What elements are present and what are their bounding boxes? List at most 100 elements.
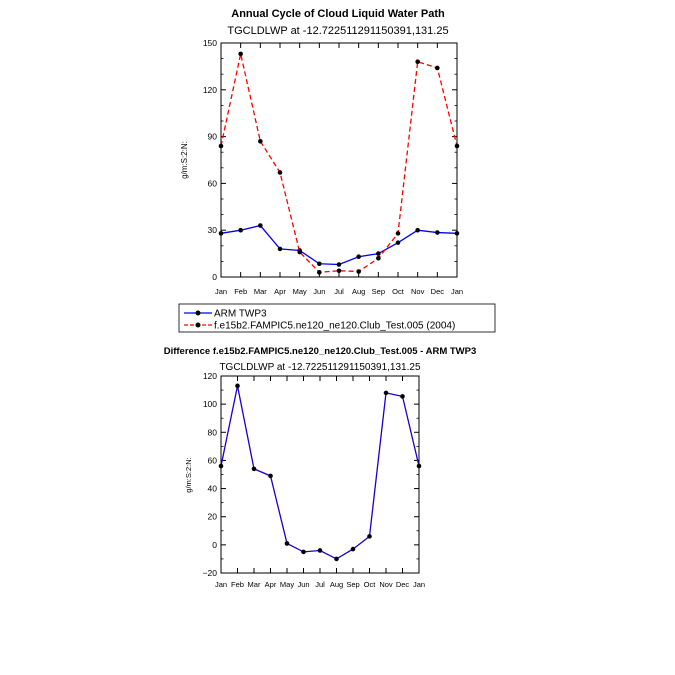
data-point [277, 170, 283, 175]
legend-label-model: f.e15b2.FAMPIC5.ne120_ne120.Club_Test.00… [214, 321, 455, 332]
legend-marker-arm [195, 310, 201, 316]
x-tick-label: Jul [315, 580, 325, 589]
data-point [395, 231, 401, 236]
x-tick-label: Feb [231, 580, 244, 589]
data-point [454, 143, 460, 149]
x-tick-label: Dec [431, 287, 445, 296]
legend-label-arm: ARM TWP3 [214, 309, 267, 320]
data-point [238, 51, 243, 57]
data-point [218, 143, 224, 149]
data-point [400, 394, 405, 399]
y-tick-label: 60 [208, 178, 218, 188]
chart2-ylabel: g/m:S:2:N: [184, 457, 193, 492]
x-tick-label: Apr [274, 287, 286, 296]
data-point [235, 383, 240, 389]
series-line-0 [220, 385, 420, 560]
x-tick-label: May [280, 580, 294, 589]
chart2-series [218, 383, 422, 562]
x-tick-label: Dec [396, 580, 410, 589]
y-tick-label: 80 [208, 427, 218, 437]
data-point [383, 390, 389, 396]
x-tick-label: Jan [413, 580, 425, 589]
data-point [336, 268, 342, 274]
x-tick-label: Sep [372, 287, 385, 296]
data-point [435, 230, 440, 235]
data-point [218, 231, 224, 236]
series-line-1 [220, 53, 458, 273]
data-point [415, 59, 420, 65]
data-point [356, 269, 361, 274]
data-point [454, 231, 460, 236]
data-point [218, 463, 224, 469]
series-line-0 [220, 224, 458, 266]
y-tick-label: 90 [208, 132, 218, 142]
data-point [238, 227, 243, 233]
data-point [268, 473, 273, 479]
y-tick-label: 60 [208, 455, 218, 465]
x-tick-label: Oct [364, 580, 377, 589]
x-tick-label: May [293, 287, 307, 296]
x-tick-label: Nov [379, 580, 393, 589]
data-point [258, 223, 263, 228]
x-tick-label: Nov [411, 287, 425, 296]
y-tick-label: 30 [208, 225, 218, 235]
y-tick-label: 40 [208, 484, 218, 494]
chart1-subtitle: TGCLDLWP at -12.722511291150391,131.25 [227, 25, 448, 37]
x-tick-label: Jul [334, 287, 344, 296]
data-point [376, 251, 381, 256]
data-point [415, 227, 420, 233]
plot-frame [220, 375, 420, 574]
data-point [284, 541, 290, 546]
x-tick-label: Aug [330, 580, 343, 589]
chart1-series [218, 51, 460, 275]
x-tick-label: Jan [451, 287, 463, 296]
y-tick-label: 20 [208, 512, 218, 522]
x-tick-label: Feb [234, 287, 247, 296]
data-point [395, 240, 401, 245]
data-point [336, 262, 342, 267]
difference-chart: Difference f.e15b2.FAMPIC5.ne120_ne120.C… [164, 346, 477, 589]
chart1-ylabel: g/m:S:2:N: [180, 141, 189, 179]
y-tick-label: 0 [212, 272, 217, 282]
chart2-axes: −20 0 20 40 60 80 100 120 Jan Feb Mar Apr May Jun Jul A… [203, 371, 425, 589]
data-point [317, 270, 322, 275]
chart2-subtitle: TGCLDLWP at -12.722511291150391,131.25 [219, 362, 421, 373]
chart1-title: Annual Cycle of Cloud Liquid Water Path [231, 8, 445, 20]
x-tick-label: Jan [215, 287, 227, 296]
data-point [350, 546, 356, 552]
legend-box [178, 303, 496, 333]
y-tick-label: −20 [203, 568, 218, 578]
chart1-legend: ARM TWP3 f.e15b2.FAMPIC5.ne120_ne120.Clu… [178, 303, 496, 333]
chart2-title: Difference f.e15b2.FAMPIC5.ne120_ne120.C… [164, 346, 477, 357]
x-tick-label: Jan [215, 580, 227, 589]
annual-cycle-chart: Annual Cycle of Cloud Liquid Water Path … [180, 8, 463, 296]
y-tick-label: 120 [203, 371, 217, 381]
data-point [258, 138, 263, 144]
data-point [317, 261, 322, 267]
x-tick-label: Mar [254, 287, 267, 296]
x-tick-label: Jun [313, 287, 325, 296]
data-point [367, 534, 372, 539]
data-point [317, 548, 323, 553]
x-tick-label: Mar [248, 580, 261, 589]
x-tick-label: Aug [352, 287, 365, 296]
x-tick-label: Sep [346, 580, 359, 589]
y-tick-label: 100 [203, 399, 217, 409]
y-tick-label: 120 [203, 85, 217, 95]
y-tick-label: 0 [212, 540, 217, 550]
data-point [301, 549, 306, 555]
data-point [277, 246, 283, 252]
data-point [416, 463, 422, 469]
data-point [356, 254, 361, 260]
data-point [435, 65, 440, 71]
data-point [376, 255, 381, 261]
data-point [334, 556, 339, 562]
plot-frame [220, 42, 458, 278]
data-point [251, 466, 257, 472]
x-tick-label: Apr [265, 580, 277, 589]
legend-marker-model [195, 322, 201, 328]
x-tick-label: Jun [297, 580, 309, 589]
y-tick-label: 150 [203, 38, 217, 48]
x-tick-label: Oct [392, 287, 405, 296]
